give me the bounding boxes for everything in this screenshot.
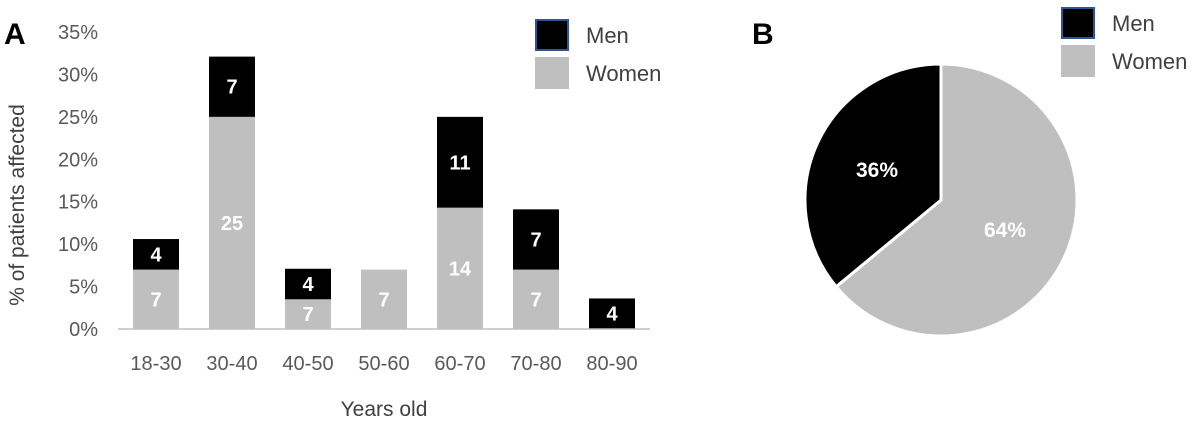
- x-tick-label: 40-50: [282, 353, 333, 375]
- legend-swatch-men: [535, 19, 569, 51]
- legend-label-men: Men: [1112, 11, 1155, 36]
- pie-slices: [803, 62, 1079, 338]
- legend-label-women: Women: [586, 61, 661, 86]
- bar-data-label: 4: [302, 274, 314, 296]
- bar-segment-men: [285, 268, 331, 300]
- pie-legend: Men Women: [1061, 7, 1187, 77]
- y-tick-label: 15%: [58, 192, 98, 214]
- bar-chart: % of patients affected Years old 0% 5% 10%…: [6, 19, 661, 421]
- pie-slice-women: [834, 62, 1079, 338]
- bar-data-label: 11: [449, 152, 470, 174]
- y-tick-label: 25%: [58, 107, 98, 129]
- bar-data-label: 7: [226, 77, 237, 99]
- legend-label-men: Men: [586, 23, 629, 48]
- pie-label-men: 36%: [856, 159, 898, 182]
- bar-segment-women: [133, 269, 179, 329]
- bar-segment-women: [513, 269, 559, 329]
- bar-data-label: 4: [606, 304, 618, 326]
- x-tick-label: 18-30: [130, 353, 181, 375]
- bar-data-label: 7: [530, 229, 541, 251]
- bar-data-label: 4: [150, 244, 162, 266]
- y-axis-title: % of patients affected: [6, 104, 29, 306]
- y-tick-label: 35%: [58, 22, 98, 44]
- y-tick-label: 30%: [58, 64, 98, 86]
- pie-chart: 64% 36% Men Women: [803, 7, 1187, 338]
- y-tick-label: 5%: [69, 277, 98, 299]
- bar-data-label: 7: [530, 289, 541, 311]
- x-tick-label: 60-70: [434, 353, 485, 375]
- bar-segment-women: [361, 269, 407, 329]
- bar-data-label: 14: [449, 258, 472, 280]
- bar-segment-men: [589, 298, 635, 329]
- bar-data-label: 7: [150, 289, 161, 311]
- legend-swatch-men: [1061, 7, 1095, 39]
- x-tick-label: 50-60: [358, 353, 409, 375]
- y-tick-label: 20%: [58, 149, 98, 171]
- panel-b-label: B: [752, 18, 774, 51]
- bar-segment-men: [133, 239, 179, 270]
- bar-segment-women: [209, 116, 255, 329]
- bar-data-label: 25: [221, 213, 243, 235]
- x-tick-label: 30-40: [206, 353, 257, 375]
- bar-segment-women: [285, 299, 331, 329]
- legend-swatch-women: [1061, 45, 1095, 77]
- pie-slice-men: [803, 62, 943, 289]
- x-axis-title: Years old: [341, 398, 428, 421]
- bar-data-label: 7: [302, 304, 313, 326]
- bar-segment-men: [209, 56, 255, 117]
- bars: 7 4 25 7 7 4 7 14 11 7 7 4: [133, 56, 635, 329]
- y-tick-label: 10%: [58, 234, 98, 256]
- x-tick-label: 70-80: [510, 353, 561, 375]
- bar-segment-men: [513, 209, 559, 270]
- bar-segment-women: [437, 207, 483, 329]
- y-ticks: 0% 5% 10% 15% 20% 25% 30% 35%: [58, 22, 98, 341]
- x-ticks: 18-30 30-40 40-50 50-60 60-70 70-80 80-90: [130, 353, 637, 375]
- legend-label-women: Women: [1112, 49, 1187, 74]
- pie-label-women: 64%: [984, 219, 1026, 242]
- x-tick-label: 80-90: [586, 353, 637, 375]
- y-tick-label: 0%: [69, 319, 98, 341]
- bar-segment-men: [437, 116, 483, 208]
- bar-data-label: 7: [378, 289, 389, 311]
- bar-legend: Men Women: [535, 19, 661, 89]
- panel-a-label: A: [4, 18, 26, 51]
- legend-swatch-women: [535, 57, 569, 89]
- pie-labels: 64% 36%: [856, 159, 1026, 242]
